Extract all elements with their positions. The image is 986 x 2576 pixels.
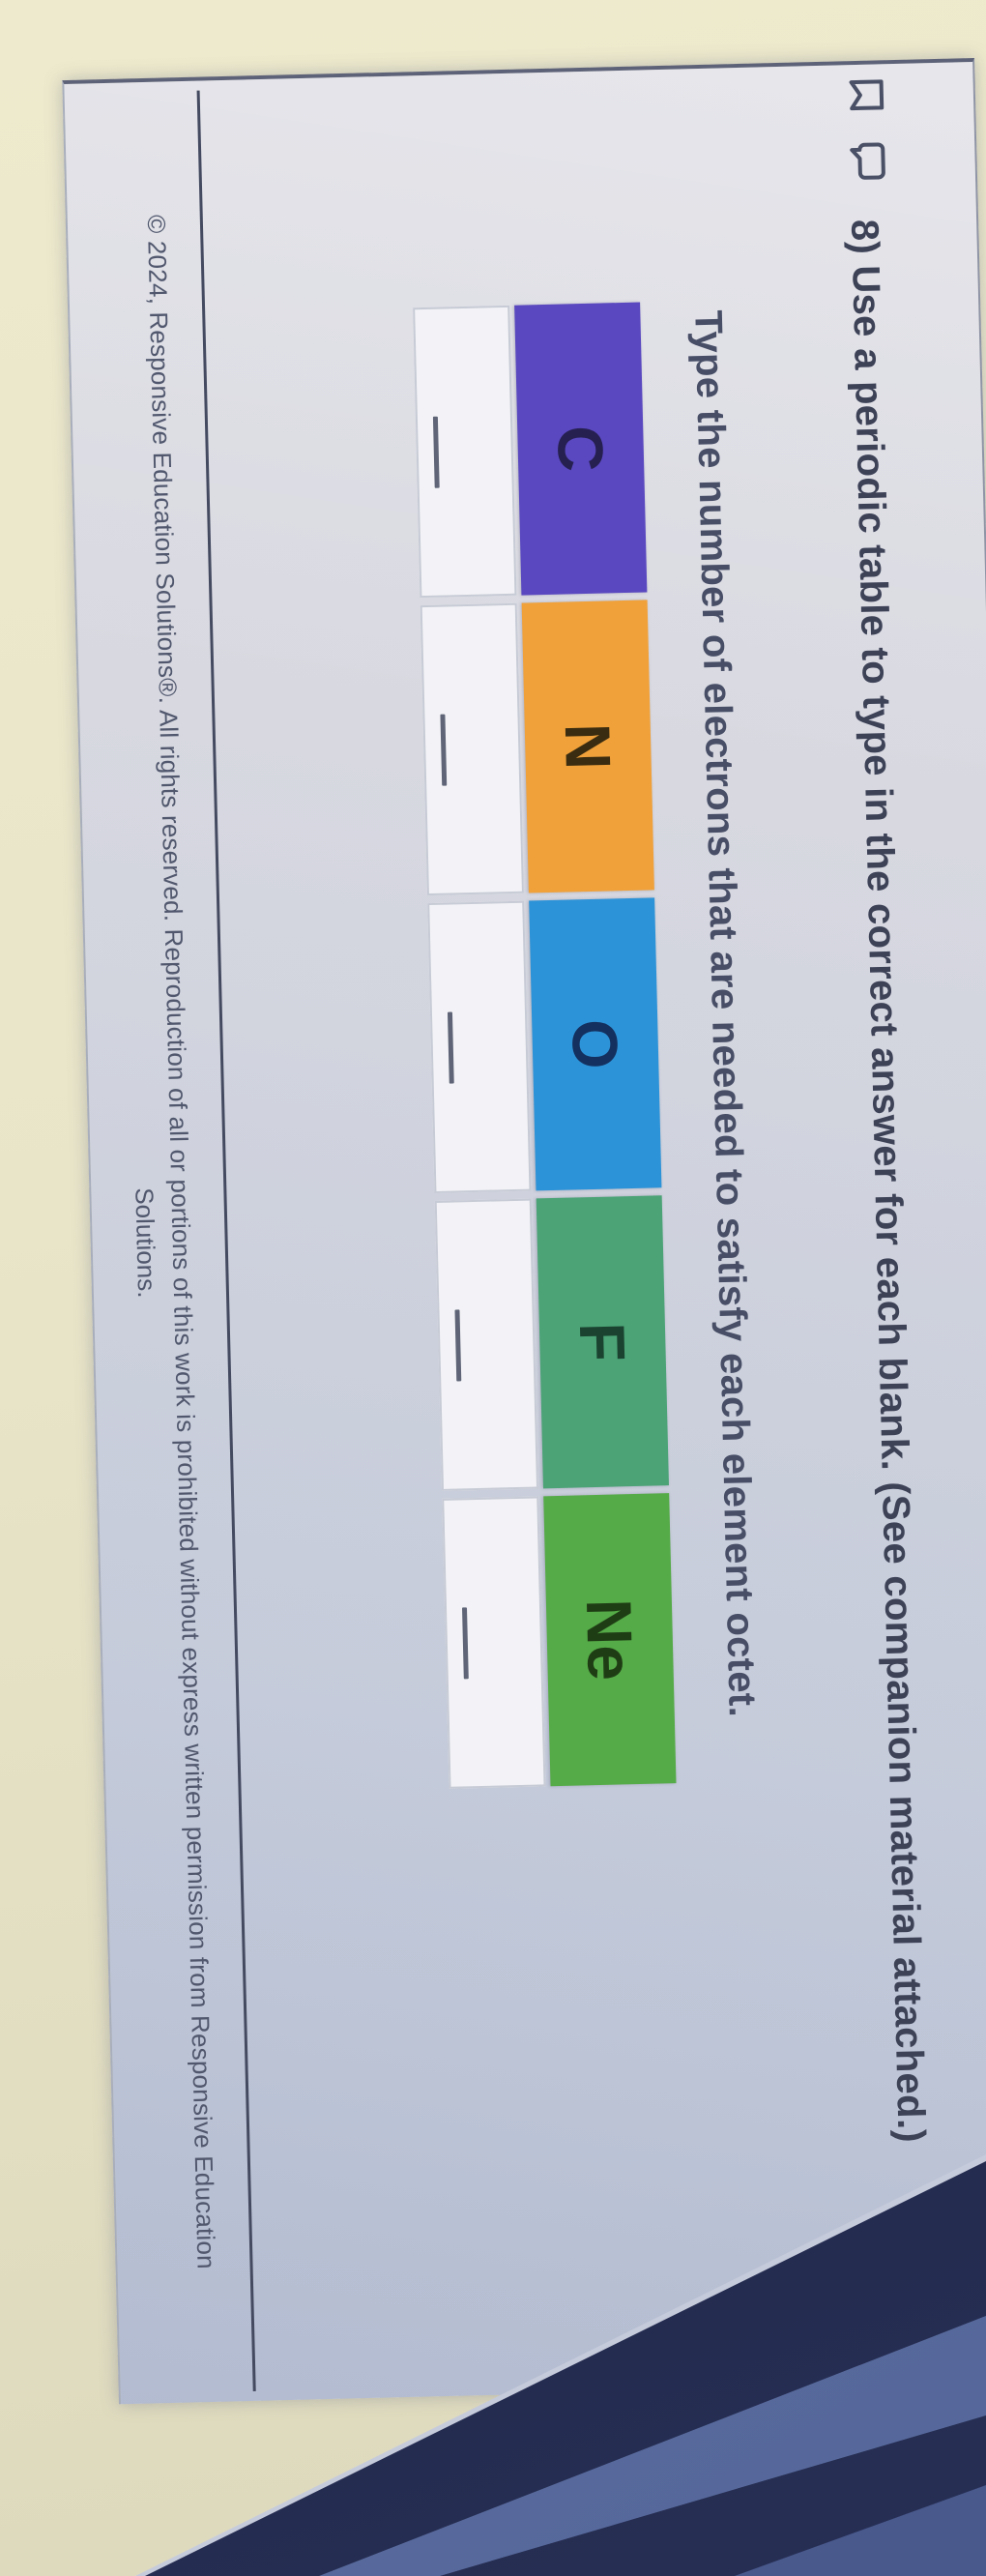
answer-blank-o[interactable] xyxy=(427,900,532,1193)
question-toolbar xyxy=(847,75,886,181)
bookmark-icon[interactable] xyxy=(847,75,884,115)
question-heading: 8) Use a periodic table to type in the c… xyxy=(843,219,933,2144)
element-header-ne: Ne xyxy=(543,1493,677,1787)
element-column-f: F xyxy=(434,1195,669,1491)
element-header-f: F xyxy=(536,1195,669,1489)
blank-underscore xyxy=(454,1309,462,1382)
answer-blank-n[interactable] xyxy=(420,602,524,896)
comment-icon[interactable] xyxy=(849,141,886,181)
element-header-o: O xyxy=(529,897,662,1191)
element-column-n: N xyxy=(420,600,654,896)
element-table: C N O F Ne xyxy=(413,302,677,1789)
blank-underscore xyxy=(461,1607,469,1680)
answer-blank-ne[interactable] xyxy=(442,1496,546,1789)
quiz-page: 8) Use a periodic table to type in the c… xyxy=(62,58,986,2405)
question-instruction: Type the number of electrons that are ne… xyxy=(686,309,764,1718)
element-column-ne: Ne xyxy=(442,1493,677,1789)
element-column-o: O xyxy=(427,897,662,1193)
blank-underscore xyxy=(432,416,440,488)
answer-blank-c[interactable] xyxy=(413,305,517,599)
blank-underscore xyxy=(447,1011,454,1084)
blank-underscore xyxy=(440,714,448,786)
answer-blank-f[interactable] xyxy=(434,1198,539,1491)
element-header-n: N xyxy=(521,600,654,893)
element-header-c: C xyxy=(514,302,648,596)
element-column-c: C xyxy=(413,302,648,599)
